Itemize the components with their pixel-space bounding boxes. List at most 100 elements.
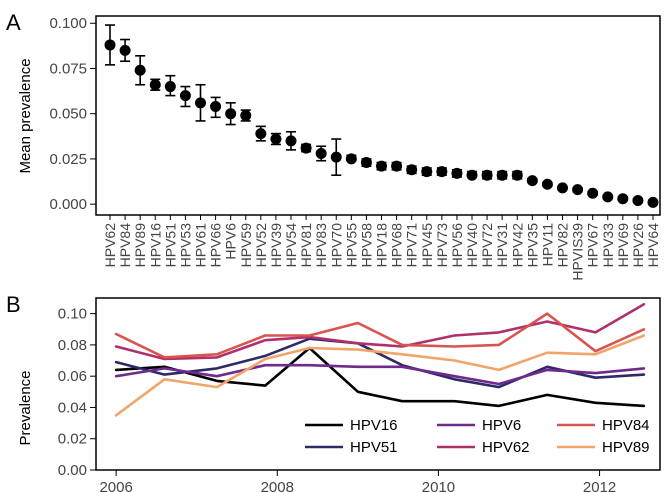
x-tick-label: HPV56 xyxy=(449,223,465,268)
x-tick-label: HPV33 xyxy=(600,223,616,268)
data-point xyxy=(647,196,659,208)
data-point xyxy=(330,151,342,163)
x-tick-label: HPV52 xyxy=(253,223,269,268)
x-tick-label: HPV67 xyxy=(585,223,601,268)
legend-label: HPV51 xyxy=(350,439,398,456)
x-tick-label: HPV51 xyxy=(162,223,178,268)
data-point xyxy=(300,142,312,154)
data-point xyxy=(466,169,478,181)
x-tick-label: HPV45 xyxy=(419,223,435,268)
x-tick-label: 2010 xyxy=(422,479,455,492)
panel-a-label: A xyxy=(6,10,21,35)
x-tick-label: HPV61 xyxy=(193,223,209,268)
panel-b-series-lines xyxy=(114,302,646,417)
panel-b-plot-frame xyxy=(95,297,661,471)
legend-label: HPV89 xyxy=(602,439,650,456)
series-line-hpv89 xyxy=(114,334,646,417)
legend-label: HPV84 xyxy=(602,417,650,434)
x-tick-label: HPV62 xyxy=(102,223,118,268)
legend-label: HPV16 xyxy=(350,417,398,434)
panel-a-y-ticks: 0.000 0.025 0.050 0.075 0.100 xyxy=(49,15,96,213)
y-tick-label: 0.02 xyxy=(58,431,87,448)
x-tick-label: HPV84 xyxy=(117,223,133,268)
data-point xyxy=(270,133,282,145)
x-tick-label: 2012 xyxy=(583,479,616,492)
data-point xyxy=(315,147,327,159)
data-point xyxy=(421,166,433,178)
x-tick-label: HPV73 xyxy=(434,223,450,268)
x-tick-label: HPV59 xyxy=(238,223,254,268)
data-point xyxy=(240,110,252,121)
y-tick-label: 0.00 xyxy=(58,462,87,479)
panel-a-x-tick-labels: HPV62 HPV84 HPV89 HPV16 HPV51 HPV53 HPV61 HPV66… xyxy=(102,215,661,281)
y-tick-label: 0.000 xyxy=(49,196,87,213)
data-point xyxy=(572,184,584,196)
series-line-hpv62 xyxy=(114,302,646,361)
series-line-hpv6 xyxy=(114,363,646,386)
data-point xyxy=(526,175,538,187)
data-point xyxy=(134,64,146,76)
panel-b-label: B xyxy=(6,292,21,317)
data-point xyxy=(285,135,297,147)
x-tick-label: HPV18 xyxy=(374,223,390,268)
x-tick-label: HPV83 xyxy=(313,223,329,268)
x-tick-label: HPV42 xyxy=(509,223,525,268)
y-tick-label: 0.050 xyxy=(49,106,87,123)
x-tick-label: HPV81 xyxy=(298,223,314,268)
data-point xyxy=(104,39,116,51)
x-tick-label: HPV70 xyxy=(328,223,344,268)
data-point xyxy=(164,81,176,93)
x-tick-label: HPV53 xyxy=(177,223,193,268)
y-tick-label: 0.10 xyxy=(58,306,87,323)
panel-a-plot-frame xyxy=(95,15,661,216)
legend-label: HPV6 xyxy=(482,417,521,434)
x-tick-label: 2006 xyxy=(99,479,132,492)
panel-a-y-axis-title: Mean prevalence xyxy=(17,58,34,173)
data-point xyxy=(587,187,599,199)
x-tick-label: HPV54 xyxy=(283,223,299,268)
x-tick-label: HPV31 xyxy=(494,223,510,268)
y-tick-label: 0.08 xyxy=(58,337,87,354)
panel-b-x-ticks: 2006 2008 2010 2012 xyxy=(99,470,616,492)
data-point xyxy=(179,90,191,102)
series-line-hpv51 xyxy=(114,337,646,389)
legend-label: HPV62 xyxy=(482,439,530,456)
x-tick-label: 2008 xyxy=(261,479,294,492)
data-point xyxy=(210,100,222,112)
data-point xyxy=(617,193,629,205)
data-point xyxy=(195,97,206,109)
data-point xyxy=(391,160,403,172)
data-point xyxy=(632,195,644,207)
data-point xyxy=(541,178,553,190)
data-point xyxy=(451,167,463,179)
panel-b-y-ticks: 0.00 0.02 0.04 0.06 0.08 0.10 xyxy=(58,306,96,479)
data-point xyxy=(406,164,418,176)
x-tick-label: HPV35 xyxy=(524,223,540,268)
x-tick-label: HPV68 xyxy=(389,223,405,268)
x-tick-label: HPV71 xyxy=(404,223,420,268)
x-tick-label: HPV66 xyxy=(208,223,224,268)
x-tick-label: HPV58 xyxy=(358,223,374,268)
x-tick-label: HPV64 xyxy=(645,223,661,268)
panel-b-y-axis-title: Prevalence xyxy=(17,370,34,445)
y-tick-label: 0.06 xyxy=(58,368,87,385)
series-line-hpv84 xyxy=(114,312,646,359)
x-tick-label: HPV16 xyxy=(147,223,163,268)
data-point xyxy=(481,169,493,181)
data-point xyxy=(376,160,387,172)
x-tick-label: HPV82 xyxy=(555,223,571,268)
y-tick-label: 0.025 xyxy=(49,151,87,168)
x-tick-label: HPV55 xyxy=(343,223,359,268)
data-point xyxy=(119,44,131,56)
x-tick-label: HPV89 xyxy=(132,223,148,268)
data-point xyxy=(557,182,568,194)
data-point xyxy=(149,79,161,91)
panel-b-legend: HPV16 HPV51 HPV6 HPV62 HPV84 HPV89 xyxy=(305,417,650,456)
x-tick-label: HPV69 xyxy=(615,223,631,268)
x-tick-label: HPVIS39 xyxy=(570,223,586,281)
x-tick-label: HPV26 xyxy=(630,223,646,268)
data-point xyxy=(360,157,372,169)
y-tick-label: 0.075 xyxy=(49,60,87,77)
panel-a-points xyxy=(104,24,659,208)
x-tick-label: HPV39 xyxy=(268,223,284,268)
